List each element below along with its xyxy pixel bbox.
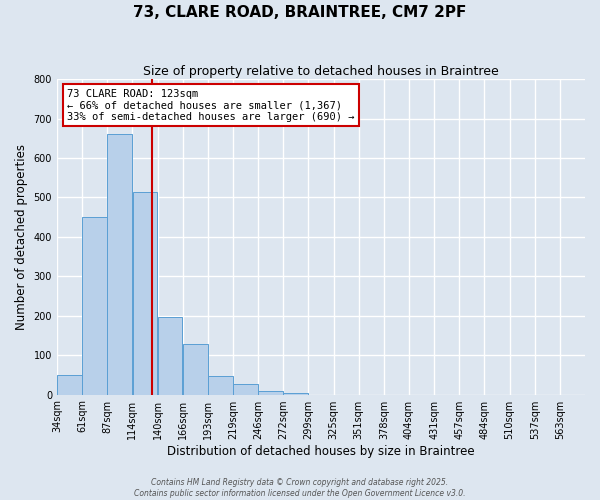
Bar (107, 134, 132, 394)
Bar (259, 392, 283, 394)
Bar (208, 376, 233, 394)
Bar (183, 344, 208, 395)
X-axis label: Distribution of detached houses by size in Braintree: Distribution of detached houses by size … (167, 444, 475, 458)
Text: Contains HM Land Registry data © Crown copyright and database right 2025.
Contai: Contains HM Land Registry data © Crown c… (134, 478, 466, 498)
Bar (57, 375, 82, 394)
Title: Size of property relative to detached houses in Braintree: Size of property relative to detached ho… (143, 65, 499, 78)
Y-axis label: Number of detached properties: Number of detached properties (15, 144, 28, 330)
Bar (283, 392, 308, 394)
Bar (133, 192, 157, 394)
Text: 73 CLARE ROAD: 123sqm
← 66% of detached houses are smaller (1,367)
33% of semi-d: 73 CLARE ROAD: 123sqm ← 66% of detached … (67, 88, 355, 122)
Bar (233, 384, 258, 394)
Bar (158, 317, 182, 394)
Text: 73, CLARE ROAD, BRAINTREE, CM7 2PF: 73, CLARE ROAD, BRAINTREE, CM7 2PF (133, 5, 467, 20)
Bar (82, 217, 107, 394)
